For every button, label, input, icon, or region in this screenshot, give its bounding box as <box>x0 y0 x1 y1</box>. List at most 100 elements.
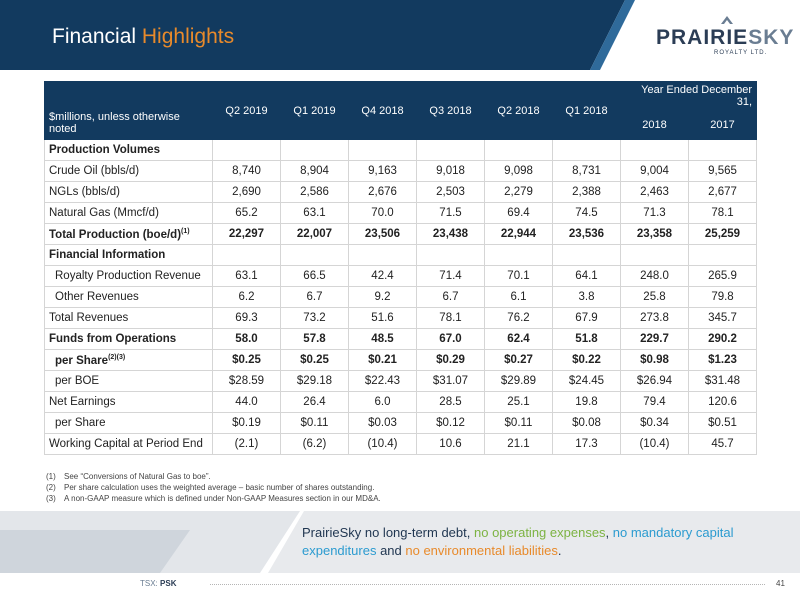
cell: 17.3 <box>552 433 621 455</box>
year-group-header: Year Ended December 31, <box>619 81 758 111</box>
cell: $0.12 <box>416 412 485 434</box>
cell: $0.25 <box>212 349 281 371</box>
cell: $0.11 <box>484 412 553 434</box>
ticker-symbol: PSK <box>160 579 177 588</box>
cell: 78.1 <box>687 202 758 224</box>
cell: 71.5 <box>416 202 485 224</box>
cell: $0.51 <box>687 412 758 434</box>
cell: 9,004 <box>620 160 689 182</box>
cell: 51.8 <box>552 328 621 350</box>
cell: 70.1 <box>484 265 553 287</box>
tagline-part: and <box>376 543 406 558</box>
cell: 71.3 <box>620 202 689 224</box>
tagline-part: , <box>605 525 613 540</box>
cell: $0.22 <box>552 349 621 371</box>
cell: 48.5 <box>348 328 417 350</box>
tagline: PrairieSky no long-term debt, no operati… <box>302 524 772 560</box>
row-label: Other Revenues <box>44 286 213 308</box>
cell: 6.7 <box>416 286 485 308</box>
row-label: Total Revenues <box>44 307 213 329</box>
row-label: Natural Gas (Mmcf/d) <box>44 202 213 224</box>
footnote-text: Per share calculation uses the weighted … <box>64 483 375 492</box>
cell: 248.0 <box>620 265 689 287</box>
table-row: Working Capital at Period End (2.1) (6.2… <box>44 433 758 455</box>
cell: 9,098 <box>484 160 553 182</box>
cell: 2,690 <box>212 181 281 203</box>
cell: 25.1 <box>484 391 553 413</box>
banner-left-shape-inner <box>0 530 190 573</box>
section-row-production: Production Volumes <box>44 139 758 161</box>
cell: 265.9 <box>687 265 758 287</box>
row-label: per Share(2)(3) <box>44 349 213 371</box>
cell: 25,259 <box>687 223 758 245</box>
row-label: NGLs (bbls/d) <box>44 181 213 203</box>
corner-label: $millions, unless otherwise noted <box>44 81 213 140</box>
cell: 23,506 <box>348 223 417 245</box>
row-label-text: per Share <box>55 354 109 367</box>
table-row: Natural Gas (Mmcf/d) 65.2 63.1 70.0 71.5… <box>44 202 758 224</box>
cell: 42.4 <box>348 265 417 287</box>
cell: 25.8 <box>620 286 689 308</box>
cell: 3.8 <box>552 286 621 308</box>
footnote: (3) A non-GAAP measure which is defined u… <box>46 493 381 504</box>
cell: 62.4 <box>484 328 553 350</box>
tagline-part: PrairieSky <box>302 525 365 540</box>
cell: $0.25 <box>280 349 349 371</box>
cell: 229.7 <box>620 328 689 350</box>
cell: 2,586 <box>280 181 349 203</box>
col-header-q3-2018: Q3 2018 <box>416 81 485 140</box>
cell: 273.8 <box>620 307 689 329</box>
col-header-2018: 2018 <box>620 110 689 140</box>
tagline-part: . <box>557 543 562 558</box>
table-row: NGLs (bbls/d) 2,690 2,586 2,676 2,503 2,… <box>44 181 758 203</box>
row-label: Total Production (boe/d)(1) <box>44 223 213 245</box>
cell: $0.29 <box>416 349 485 371</box>
cell: 69.4 <box>484 202 553 224</box>
cell: $0.08 <box>552 412 621 434</box>
cell: 23,358 <box>620 223 689 245</box>
cell: $0.03 <box>348 412 417 434</box>
logo-roof-icon <box>721 16 733 24</box>
cell: 9.2 <box>348 286 417 308</box>
section-label: Production Volumes <box>44 139 213 161</box>
cell: 79.4 <box>620 391 689 413</box>
cell: $0.27 <box>484 349 553 371</box>
cell: $22.43 <box>348 370 417 392</box>
section-row-financial: Financial Information <box>44 244 758 266</box>
tagline-part: no operating expenses <box>474 525 606 540</box>
cell: 8,740 <box>212 160 281 182</box>
footnote-ref: (1) <box>181 227 190 235</box>
ticker-prefix: TSX: <box>140 579 161 588</box>
cell: 21.1 <box>484 433 553 455</box>
table-row: Royalty Production Revenue 63.1 66.5 42.… <box>44 265 758 287</box>
table-header-years-row: 2018 2017 <box>45 110 758 140</box>
cell: 9,018 <box>416 160 485 182</box>
cell: 63.1 <box>212 265 281 287</box>
header-band <box>0 0 625 70</box>
cell: 22,944 <box>484 223 553 245</box>
cell: 67.0 <box>416 328 485 350</box>
page-number: 41 <box>776 579 785 588</box>
cell: 26.4 <box>280 391 349 413</box>
section-label: Financial Information <box>44 244 213 266</box>
table-header-row: $millions, unless otherwise noted Q2 201… <box>44 81 758 140</box>
row-label: Net Earnings <box>44 391 213 413</box>
row-label: Royalty Production Revenue <box>44 265 213 287</box>
cell: (2.1) <box>212 433 281 455</box>
table-row: Other Revenues 6.2 6.7 9.2 6.7 6.1 3.8 2… <box>44 286 758 308</box>
title-accent: Highlights <box>141 25 235 48</box>
cell: 345.7 <box>687 307 758 329</box>
logo-sky: SKY <box>748 26 795 49</box>
cell: 22,007 <box>280 223 349 245</box>
cell: 2,388 <box>552 181 621 203</box>
footnote-text: See “Conversions of Natural Gas to boe”. <box>64 472 211 481</box>
cell: 2,503 <box>416 181 485 203</box>
cell: 6.7 <box>280 286 349 308</box>
cell: $0.11 <box>280 412 349 434</box>
table-row: per Share(2)(3) $0.25 $0.25 $0.21 $0.29 … <box>44 349 758 371</box>
tagline-part: no mandatory capital expenditures <box>302 525 734 558</box>
page-title: Financial Highlights <box>52 25 234 49</box>
tagline-part: no long-term debt <box>364 525 467 540</box>
table-row: per Share $0.19 $0.11 $0.03 $0.12 $0.11 … <box>44 412 758 434</box>
footnote-number: (3) <box>46 494 56 503</box>
